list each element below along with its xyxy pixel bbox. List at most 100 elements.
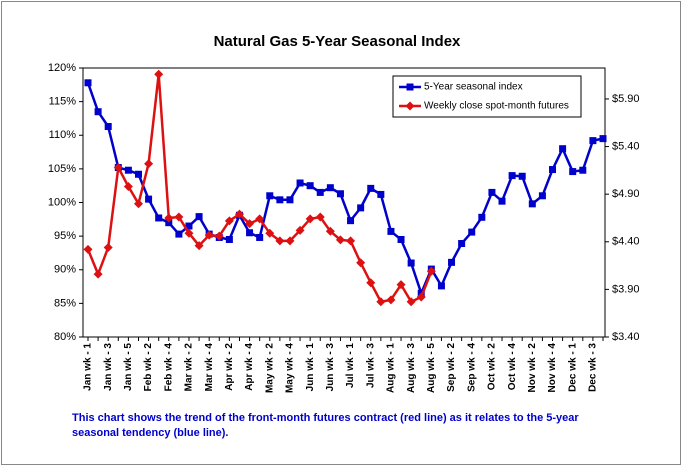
point <box>165 219 173 227</box>
x-tick-label: Dec wk - 3 <box>588 343 599 392</box>
point <box>508 172 516 180</box>
x-tick-label: Jan wk - 3 <box>103 343 114 391</box>
x-tick-label: Dec wk - 1 <box>567 343 578 392</box>
point <box>528 200 536 208</box>
y-tick-label: 100% <box>48 196 76 208</box>
point <box>266 192 274 200</box>
point <box>498 197 506 205</box>
point <box>275 236 285 246</box>
x-tick-label: May wk - 4 <box>285 343 296 393</box>
point <box>83 244 93 254</box>
point <box>518 172 526 180</box>
point <box>599 135 607 143</box>
x-tick-label: Jul wk - 3 <box>365 343 376 388</box>
y2-tick-label: $5.40 <box>612 140 640 152</box>
x-tick-label: Feb wk - 4 <box>163 343 174 392</box>
point <box>164 213 174 223</box>
x-tick-label: Sep wk - 4 <box>466 343 477 392</box>
point <box>437 282 445 290</box>
point <box>488 188 496 196</box>
point <box>246 229 254 237</box>
point <box>155 214 163 222</box>
point <box>286 196 294 204</box>
x-tick-label: Jun wk - 3 <box>325 343 336 392</box>
point <box>234 209 244 219</box>
x-tick-label: Feb wk - 2 <box>143 343 154 392</box>
y2-tick-label: $3.90 <box>612 283 640 295</box>
point <box>224 216 234 226</box>
point <box>357 204 365 212</box>
point <box>559 145 567 153</box>
legend-label: 5-Year seasonal index <box>424 82 523 93</box>
point <box>416 292 426 302</box>
point <box>458 240 466 248</box>
y-tick-label: 115% <box>49 96 77 108</box>
point <box>144 159 154 169</box>
y2-tick-label: $4.90 <box>612 188 640 200</box>
point <box>174 212 184 222</box>
point <box>296 179 304 187</box>
point <box>386 295 396 305</box>
point <box>214 231 224 241</box>
point <box>256 233 264 241</box>
y-tick-label: 80% <box>54 331 76 343</box>
point <box>407 259 415 267</box>
point <box>124 166 132 174</box>
x-tick-label: May wk - 2 <box>264 343 275 393</box>
point <box>366 278 376 288</box>
legend-marker <box>405 101 415 111</box>
x-tick-label: Aug wk - 1 <box>386 343 397 393</box>
point <box>245 219 255 229</box>
point <box>154 69 164 79</box>
chart-title: Natural Gas 5-Year Seasonal Index <box>214 33 461 50</box>
point <box>426 266 436 276</box>
legend-label: Weekly close spot-month futures <box>424 101 569 112</box>
note: This chart shows the trend of the front-… <box>72 412 579 424</box>
y-tick-label: 90% <box>54 264 76 276</box>
point <box>195 213 203 221</box>
x-tick-label: Sep wk - 2 <box>446 343 457 392</box>
point <box>194 241 204 251</box>
point <box>265 228 275 238</box>
point <box>185 222 193 230</box>
point <box>325 226 335 236</box>
point <box>397 235 405 243</box>
point <box>387 227 395 235</box>
point <box>104 123 112 131</box>
y-tick-label: 120% <box>48 62 76 74</box>
point <box>255 214 265 224</box>
point <box>103 242 113 252</box>
point <box>356 258 366 268</box>
y-tick-label: 105% <box>48 163 76 175</box>
legend <box>392 75 582 118</box>
point <box>347 217 355 225</box>
point <box>123 182 133 192</box>
x-tick-label: Mar wk - 4 <box>204 343 215 392</box>
point <box>305 214 315 224</box>
point <box>468 228 476 236</box>
point <box>335 235 345 245</box>
point <box>204 230 214 240</box>
x-tick-label: Jan wk - 5 <box>123 343 134 391</box>
x-tick-label: Apr wk - 2 <box>224 343 235 391</box>
point <box>145 195 153 203</box>
point <box>175 230 183 238</box>
point <box>94 108 102 116</box>
y-tick-label: 110% <box>49 129 77 141</box>
point <box>448 258 456 266</box>
point <box>376 297 386 307</box>
y2-tick-label: $3.40 <box>612 331 640 343</box>
point <box>225 235 233 243</box>
point <box>579 166 587 174</box>
point <box>326 184 334 192</box>
y-tick-label: 85% <box>54 297 76 309</box>
x-tick-label: Mar wk - 2 <box>184 343 195 392</box>
point <box>133 199 143 209</box>
point <box>315 212 325 222</box>
point <box>84 79 92 87</box>
point <box>316 188 324 196</box>
x-tick-label: Aug wk - 5 <box>426 343 437 393</box>
point <box>276 196 284 204</box>
point <box>285 236 295 246</box>
